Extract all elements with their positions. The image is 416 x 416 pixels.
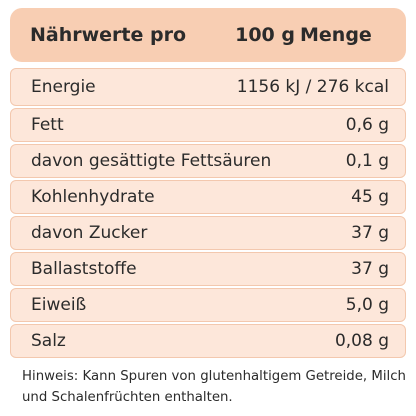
table-row: davon Zucker 37 g	[10, 216, 406, 250]
nutrient-value: 0,6 g	[345, 115, 389, 135]
header-amount: 100 g	[235, 24, 295, 46]
nutrient-name: Kohlenhydrate	[31, 187, 155, 207]
table-row: davon gesättigte Fettsäuren 0,1 g	[10, 144, 406, 178]
nutrient-name: Energie	[31, 77, 96, 97]
footnote: Hinweis: Kann Spuren von glutenhaltigem …	[22, 369, 406, 405]
header-unit: Menge	[300, 24, 372, 46]
nutrient-name: Fett	[31, 115, 64, 135]
nutrient-value: 0,1 g	[345, 151, 389, 171]
nutrient-name: Eiweiß	[31, 295, 87, 315]
nutrient-value: 5,0 g	[345, 295, 389, 315]
nutrient-value: 1156 kJ / 276 kcal	[236, 77, 389, 97]
table-row: Energie 1156 kJ / 276 kcal	[10, 68, 406, 106]
table-header: Nährwerte pro 100 g Menge	[10, 8, 406, 62]
table-row: Ballaststoffe 37 g	[10, 252, 406, 286]
nutrient-name: Salz	[31, 331, 66, 351]
table-row: Salz 0,08 g	[10, 324, 406, 358]
nutrient-value: 45 g	[351, 187, 389, 207]
nutrient-name: davon gesättigte Fettsäuren	[31, 151, 272, 171]
nutrient-name: davon Zucker	[31, 223, 148, 243]
table-row: Fett 0,6 g	[10, 108, 406, 142]
table-row: Eiweiß 5,0 g	[10, 288, 406, 322]
header-label: Nährwerte pro	[30, 24, 187, 46]
nutrient-value: 0,08 g	[334, 331, 389, 351]
table-row: Kohlenhydrate 45 g	[10, 180, 406, 214]
nutrient-value: 37 g	[351, 259, 389, 279]
nutrient-value: 37 g	[351, 223, 389, 243]
nutrient-name: Ballaststoffe	[31, 259, 137, 279]
